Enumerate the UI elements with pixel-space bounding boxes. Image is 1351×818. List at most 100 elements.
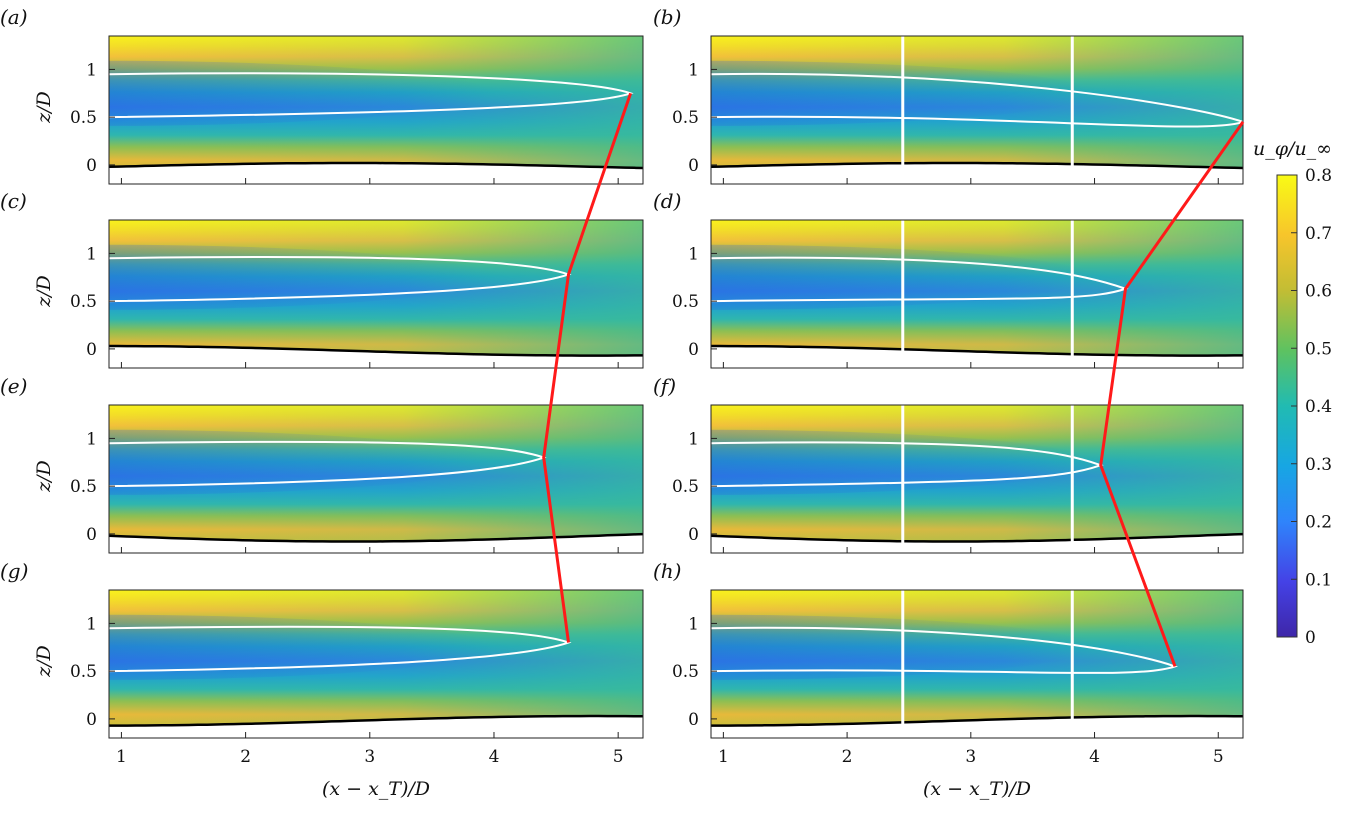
y-axis-label: z/D [33,645,55,678]
wake-core [109,60,494,126]
y-tick-label: 0.5 [70,108,97,128]
panel-b: 0 0.5 1 (b) [653,5,1244,185]
surface-line [109,344,643,357]
panel-frame [108,589,644,739]
colorbar: 0 0.1 0.2 0.3 0.4 0.5 0.6 0.7 0.8 u_φ/u_∞ [1253,138,1332,648]
surface-line [711,161,1243,170]
y-tick-label: 0 [688,340,699,360]
y-tick-label: 0.5 [672,662,699,682]
wake-extent-traces [542,92,1245,667]
x-tick-label: 2 [842,747,853,767]
y-tick-label: 1 [86,60,97,80]
y-tick-label: 1 [688,60,699,80]
y-tick-label: 0 [86,710,97,730]
velocity-field [711,36,1243,184]
panel-frame [710,35,1244,185]
y-tick-label: 0.5 [70,662,97,682]
x-tick-label: 1 [116,747,127,767]
velocity-field [109,220,643,368]
colorbar-tick-label: 0.4 [1305,397,1332,417]
panel-label: (b) [653,5,681,29]
y-tick-label: 0 [86,156,97,176]
wake-length-trace [1099,121,1245,667]
y-tick-label: 0 [688,156,699,176]
y-tick-label: 1 [86,244,97,264]
panel-e: 0 0.5 1 (e) [0,374,644,554]
y-tick-label: 0 [688,525,699,545]
y-tick-label: 1 [86,614,97,634]
panel-label: (a) [0,5,28,29]
panel-label: (g) [0,559,28,583]
colorbar-tick-label: 0.5 [1305,339,1332,359]
y-tick-label: 0.5 [672,477,699,497]
wake-boundary-contour [109,72,634,119]
surface-line [711,344,1243,357]
surface-line [711,714,1243,727]
colorbar-tick-label: 0.1 [1305,570,1332,590]
velocity-field [109,405,643,553]
y-axis-label: z/D [33,91,55,124]
y-tick-label: 1 [688,429,699,449]
below-surface-mask [109,716,643,738]
y-tick-label: 0 [688,710,699,730]
y-tick-label: 0.5 [70,292,97,312]
y-tick-label: 1 [86,429,97,449]
panel-frame [710,589,1244,739]
x-axis-label: (x − x_T)/D [923,778,1031,800]
colorbar-tick-label: 0.6 [1305,282,1332,302]
panel-label: (h) [653,559,682,583]
velocity-field [109,590,643,738]
y-axis-label: z/D [33,460,55,493]
panel-frame [108,35,644,185]
panel-f: 0 0.5 1 (f) [653,374,1244,554]
below-surface-mask [109,163,643,184]
panel-d: 0 0.5 1 (d) [653,189,1244,369]
velocity-field [711,405,1243,553]
panel-label: (d) [653,189,681,213]
wake-length-trace [542,92,633,643]
panel-frame [710,404,1244,554]
x-tick-label: 5 [1213,747,1224,767]
panel-frame [108,404,644,554]
colorbar-tick-label: 0.3 [1305,455,1332,475]
surface-line [109,714,643,727]
axis-labels: z/D z/D z/D z/D (x − x_T)/D (x − x_T)/D [33,91,1031,800]
y-tick-label: 0.5 [672,108,699,128]
below-surface-mask [711,346,1243,368]
velocity-field [109,36,643,184]
y-tick-label: 1 [688,244,699,264]
below-surface-mask [711,716,1243,738]
x-tick-label: 4 [1089,747,1100,767]
y-axis-label: z/D [33,275,55,308]
below-surface-mask [109,346,643,368]
panel-frame [108,219,644,369]
x-axis-label: (x − x_T)/D [322,778,430,800]
x-tick-label: 5 [613,747,624,767]
colorbar-label: u_φ/u_∞ [1253,138,1332,160]
panel-label: (e) [0,374,27,398]
panel-label: (f) [653,374,676,398]
velocity-field [711,220,1243,368]
y-tick-label: 0 [86,525,97,545]
y-tick-label: 1 [688,614,699,634]
panel-c: 0 0.5 1 (c) [0,189,644,369]
panel-label: (c) [0,189,27,213]
panel-a: 0 0.5 1 (a) [0,5,644,185]
panel-g: 0 0.5 1 1 2 3 4 5 (g) [0,559,644,767]
wake-boundary-contour [109,625,572,673]
y-tick-label: 0.5 [672,292,699,312]
wake-core [109,429,494,495]
x-tick-label: 3 [364,747,375,767]
y-tick-label: 0 [86,340,97,360]
x-tick-label: 3 [965,747,976,767]
colorbar-tick-label: 0.7 [1305,224,1332,244]
surface-line [109,161,643,170]
below-surface-mask [711,163,1243,184]
panel-frame [710,219,1244,369]
surface-line [711,532,1243,543]
x-tick-label: 4 [489,747,500,767]
x-tick-label: 2 [240,747,251,767]
wake-boundary-contour [711,72,1243,128]
colorbar-tick-label: 0 [1305,628,1316,648]
